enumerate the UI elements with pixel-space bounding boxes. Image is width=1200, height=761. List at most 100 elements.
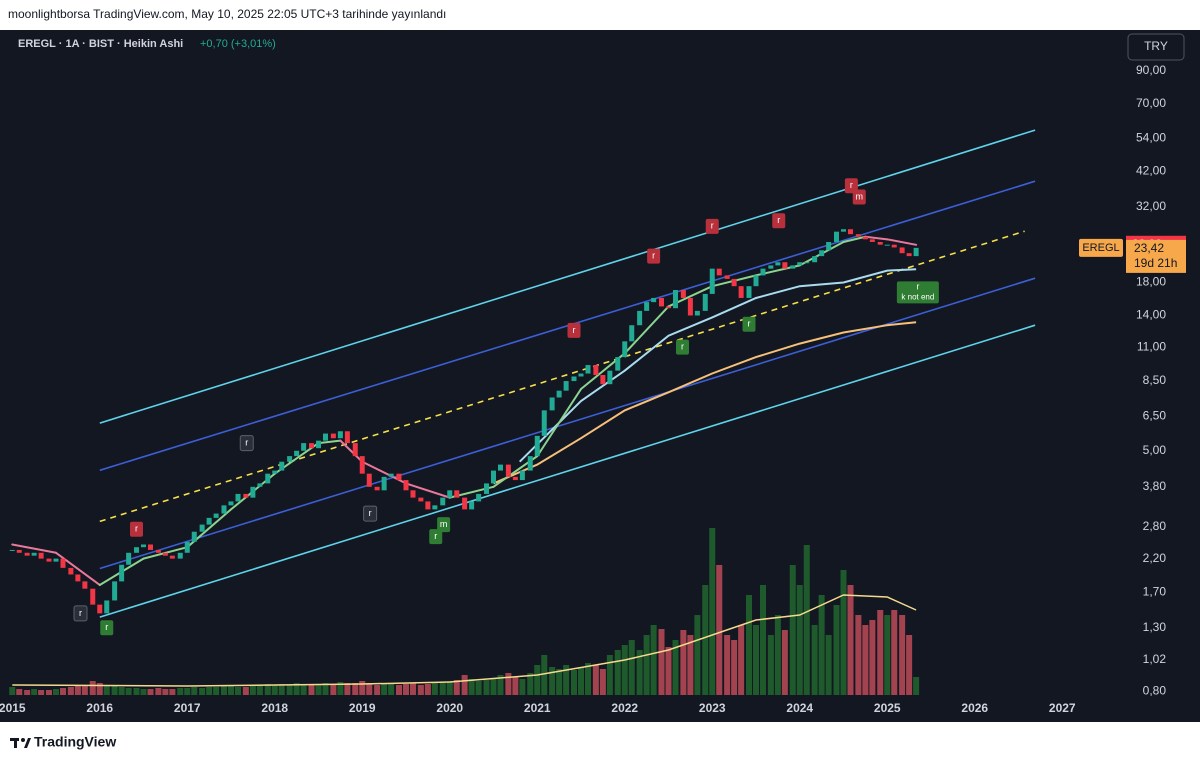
brand: TradingView [34, 734, 116, 750]
candle [869, 239, 875, 242]
volume-bar [803, 545, 810, 695]
volume-bar [388, 683, 395, 695]
candle [418, 497, 424, 502]
candle [228, 501, 234, 506]
candle [53, 558, 59, 562]
volume-bar [877, 610, 884, 695]
candle [862, 236, 868, 240]
candle [527, 456, 533, 471]
currency[interactable]: TRY [1144, 39, 1168, 53]
volume-bar [235, 687, 241, 695]
volume-bar [53, 689, 59, 695]
signal-text: r [105, 622, 108, 632]
x-tick-label: 2017 [174, 701, 201, 715]
candle [600, 375, 606, 385]
price-label: 23,42 [1134, 241, 1164, 255]
signal-text: r [369, 508, 372, 518]
candle [534, 435, 540, 457]
price-box [1126, 239, 1186, 273]
volume-bar [767, 635, 774, 695]
signal-text: r [748, 319, 751, 329]
volume-bar [665, 647, 672, 695]
volume-bar [410, 683, 416, 695]
candle [746, 286, 752, 298]
volume-bar [534, 665, 541, 695]
volume-bar [286, 685, 293, 695]
signal-marker [363, 505, 378, 522]
candle [512, 476, 518, 481]
volume-bar [118, 687, 125, 695]
volume-bar [636, 650, 643, 695]
candle [622, 341, 628, 358]
candle [673, 289, 678, 309]
signal-marker [130, 521, 143, 537]
x-tick-label: 2016 [86, 701, 113, 715]
volume-bar [293, 683, 300, 695]
volume-bar [527, 673, 534, 695]
candle [24, 552, 30, 556]
signal-marker [239, 435, 254, 452]
volume-bar [24, 690, 31, 695]
volume-bar [913, 677, 920, 695]
candle [899, 247, 905, 254]
candle [819, 250, 825, 257]
candle [491, 470, 496, 484]
volume-bar [592, 665, 599, 695]
candle [9, 549, 15, 551]
candle [309, 443, 314, 449]
candle [359, 456, 365, 474]
volume-bar [687, 635, 694, 695]
y-tick-label: 3,80 [1143, 479, 1167, 493]
volume-ma [12, 594, 917, 687]
volume-bar [680, 630, 687, 695]
signal-marker [100, 620, 114, 636]
short-ma-segment [623, 305, 670, 355]
currency-button[interactable] [1127, 33, 1185, 61]
short-ma-segment [317, 439, 342, 445]
candle [498, 464, 503, 471]
volume-bar [278, 684, 285, 695]
candle [68, 567, 74, 575]
symbol-box [1079, 238, 1123, 257]
volume-bar [125, 688, 132, 695]
candle [841, 229, 846, 232]
x-tick-label: 2027 [1049, 701, 1076, 715]
signal-marker [742, 316, 756, 332]
candle [388, 473, 394, 477]
candle [519, 470, 525, 481]
volume-bar [446, 681, 453, 695]
candle [381, 476, 387, 491]
candle [571, 376, 577, 382]
candle [294, 450, 300, 457]
volume-bar [760, 585, 766, 695]
volume-bar [483, 680, 490, 695]
x-tick-label: 2015 [0, 701, 26, 715]
x-tick-label: 2025 [874, 701, 901, 715]
candle [709, 268, 715, 294]
volume-bar [213, 687, 220, 695]
y-tick-label: 14,00 [1136, 308, 1166, 322]
signal-marker [844, 178, 858, 194]
volume-bar [855, 615, 862, 695]
volume-bar [199, 688, 206, 695]
candle [425, 501, 431, 510]
candle [884, 244, 890, 246]
candle [629, 325, 635, 342]
y-tick-label: 54,00 [1136, 130, 1166, 144]
chart-background [0, 30, 1200, 722]
volume-bar [724, 635, 731, 695]
volume-bar [490, 678, 497, 695]
candle [396, 473, 402, 481]
volume-bar [431, 683, 438, 695]
volume-bar [599, 669, 606, 695]
candle [782, 262, 788, 269]
candle [593, 365, 599, 376]
candle [775, 262, 781, 266]
volume-bar [74, 686, 81, 695]
x-tick-label: 2020 [436, 701, 463, 715]
signal-marker [567, 322, 581, 338]
volume-bar [774, 615, 781, 695]
volume-bar [825, 635, 832, 695]
y-tick-label: 6,50 [1143, 408, 1167, 422]
